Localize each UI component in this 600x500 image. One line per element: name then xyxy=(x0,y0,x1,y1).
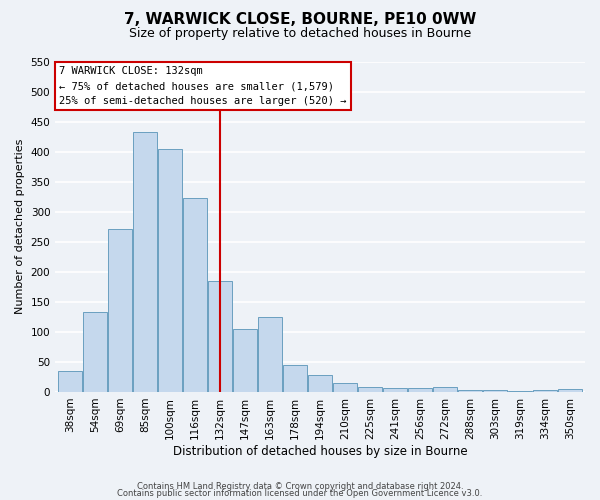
Text: Contains public sector information licensed under the Open Government Licence v3: Contains public sector information licen… xyxy=(118,488,482,498)
Text: Contains HM Land Registry data © Crown copyright and database right 2024.: Contains HM Land Registry data © Crown c… xyxy=(137,482,463,491)
Bar xyxy=(358,387,382,392)
Bar xyxy=(233,329,257,392)
Bar xyxy=(383,388,407,392)
Bar xyxy=(183,198,207,392)
Bar xyxy=(258,317,282,392)
Bar xyxy=(58,371,82,392)
Y-axis label: Number of detached properties: Number of detached properties xyxy=(15,139,25,314)
Bar xyxy=(483,390,507,392)
Bar xyxy=(83,312,107,392)
Bar xyxy=(133,132,157,392)
Bar xyxy=(508,391,532,392)
Bar xyxy=(558,389,582,392)
Bar xyxy=(283,365,307,392)
Bar xyxy=(333,383,357,392)
Bar xyxy=(208,282,232,392)
Bar xyxy=(408,388,432,392)
Bar xyxy=(533,390,557,392)
X-axis label: Distribution of detached houses by size in Bourne: Distribution of detached houses by size … xyxy=(173,444,467,458)
Text: 7 WARWICK CLOSE: 132sqm
← 75% of detached houses are smaller (1,579)
25% of semi: 7 WARWICK CLOSE: 132sqm ← 75% of detache… xyxy=(59,66,346,106)
Bar xyxy=(108,228,132,392)
Bar xyxy=(458,390,482,392)
Bar xyxy=(433,387,457,392)
Bar xyxy=(308,375,332,392)
Bar xyxy=(158,148,182,392)
Text: Size of property relative to detached houses in Bourne: Size of property relative to detached ho… xyxy=(129,28,471,40)
Text: 7, WARWICK CLOSE, BOURNE, PE10 0WW: 7, WARWICK CLOSE, BOURNE, PE10 0WW xyxy=(124,12,476,28)
